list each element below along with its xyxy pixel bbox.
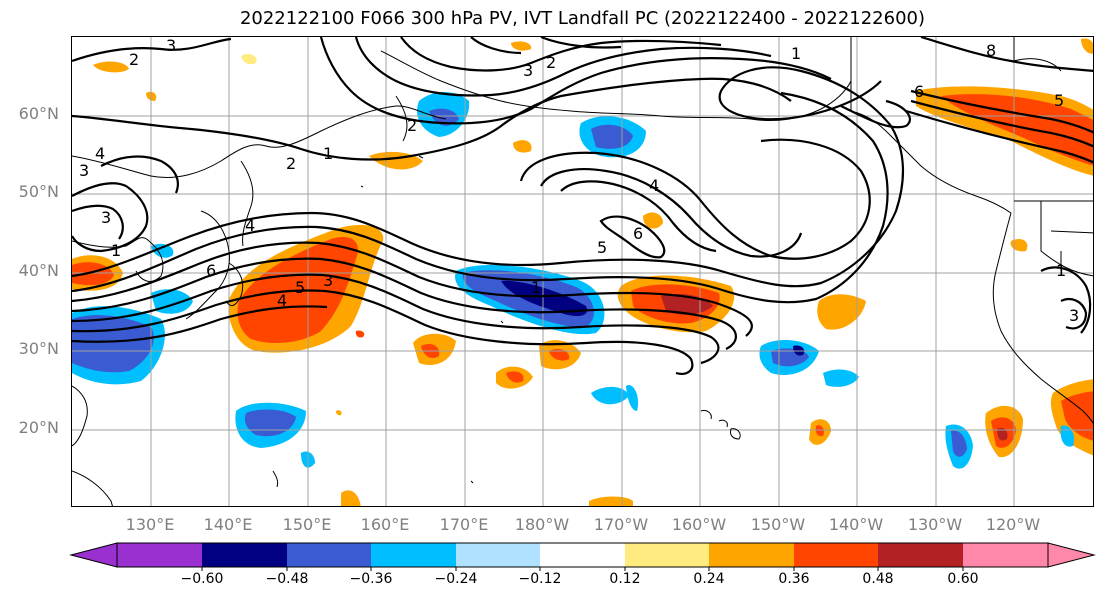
contour-label: 1 — [791, 44, 801, 63]
contour-label: 3 — [79, 161, 89, 180]
contour-label: 1 — [531, 278, 541, 297]
lon-label-130e: 130°E — [125, 515, 175, 534]
colorbar-tick-label: −0.48 — [265, 571, 309, 587]
lat-label-60n: 60°N — [18, 104, 59, 123]
colorbar-tick-label: −0.12 — [518, 571, 562, 587]
contour-label: 3 — [101, 208, 111, 227]
map-title: 2022122100 F066 300 hPa PV, IVT Landfall… — [239, 8, 926, 29]
contour-label: 4 — [245, 216, 255, 235]
map-panel[interactable]: 3 2 3 2 1 8 6 5 4 2 1 4 6 5 4 5 3 1 6 3 … — [71, 36, 1094, 507]
contour-label: 2 — [407, 116, 417, 135]
colorbar-tick-label: 0.36 — [778, 571, 810, 587]
lon-label-150e: 150°E — [282, 515, 332, 534]
lon-label-180w: 180°W — [514, 515, 570, 534]
contour-label: 1 — [111, 241, 121, 260]
contour-label: 1 — [323, 144, 333, 163]
colorbar-outline — [116, 542, 1049, 568]
contour-label-group: 3 2 3 2 1 8 6 5 4 2 1 4 6 5 4 5 3 1 6 3 … — [79, 37, 1079, 325]
contour-label: 3 — [323, 271, 333, 290]
lon-label-130w: 130°W — [907, 515, 963, 534]
colorbar-tick-label: −0.60 — [180, 571, 224, 587]
lon-label-160e: 160°E — [360, 515, 410, 534]
lat-label-20n: 20°N — [18, 418, 59, 437]
colorbar-segment — [963, 543, 1048, 567]
contour-label: 4 — [277, 291, 287, 310]
contour-label: 6 — [914, 82, 924, 101]
colorbar-segment — [117, 543, 202, 567]
contour-label: 4 — [95, 144, 105, 163]
colorbar-tick-label: 0.60 — [947, 571, 979, 587]
lat-label-50n: 50°N — [18, 182, 59, 201]
colorbar-segment — [878, 543, 963, 567]
colorbar-tick-label: −0.36 — [349, 571, 393, 587]
contour-label: 2 — [546, 53, 556, 72]
contour-label: 8 — [986, 41, 996, 60]
colorbar-tick-label: 0.12 — [609, 571, 641, 587]
lon-label-150w: 150°W — [750, 515, 806, 534]
colorbar-segment — [202, 543, 287, 567]
pv-contours — [72, 37, 1093, 375]
contour-label: 3 — [166, 37, 176, 55]
contour-label: 5 — [295, 278, 305, 297]
colorbar-segment — [709, 543, 794, 567]
contour-label: 2 — [286, 154, 296, 173]
colorbar-tick-label: 0.48 — [862, 571, 894, 587]
lon-label-120w: 120°W — [985, 515, 1041, 534]
lon-label-140e: 140°E — [203, 515, 253, 534]
lon-label-140w: 140°W — [828, 515, 884, 534]
colorbar-segment — [371, 543, 456, 567]
contour-label: 6 — [206, 261, 216, 280]
lon-label-170w: 170°W — [593, 515, 649, 534]
colorbar-segment — [794, 543, 878, 567]
colorbar-segment — [540, 543, 625, 567]
lat-label-40n: 40°N — [18, 261, 59, 280]
colorbar-tick-label: 0.24 — [693, 571, 725, 587]
graticule — [72, 37, 1093, 506]
contour-label: 4 — [649, 176, 659, 195]
contour-label: 6 — [633, 224, 643, 243]
colorbar-min-arrow — [69, 542, 118, 568]
lon-label-160w: 160°W — [671, 515, 727, 534]
colorbar-segment — [625, 543, 709, 567]
contour-label: 5 — [1054, 91, 1064, 110]
contour-label: 3 — [1069, 306, 1079, 325]
contour-label: 5 — [597, 238, 607, 257]
contour-label: 3 — [523, 61, 533, 80]
map-canvas: 3 2 3 2 1 8 6 5 4 2 1 4 6 5 4 5 3 1 6 3 … — [72, 37, 1093, 506]
lon-label-170e: 170°E — [439, 515, 489, 534]
contour-label: 1 — [1056, 261, 1066, 280]
colorbar-tick-label: −0.24 — [434, 571, 478, 587]
contour-label: 2 — [129, 50, 139, 69]
colorbar-max-arrow — [1047, 542, 1096, 568]
colorbar-segment — [456, 543, 540, 567]
colorbar-segment — [287, 543, 371, 567]
lat-label-30n: 30°N — [18, 339, 59, 358]
